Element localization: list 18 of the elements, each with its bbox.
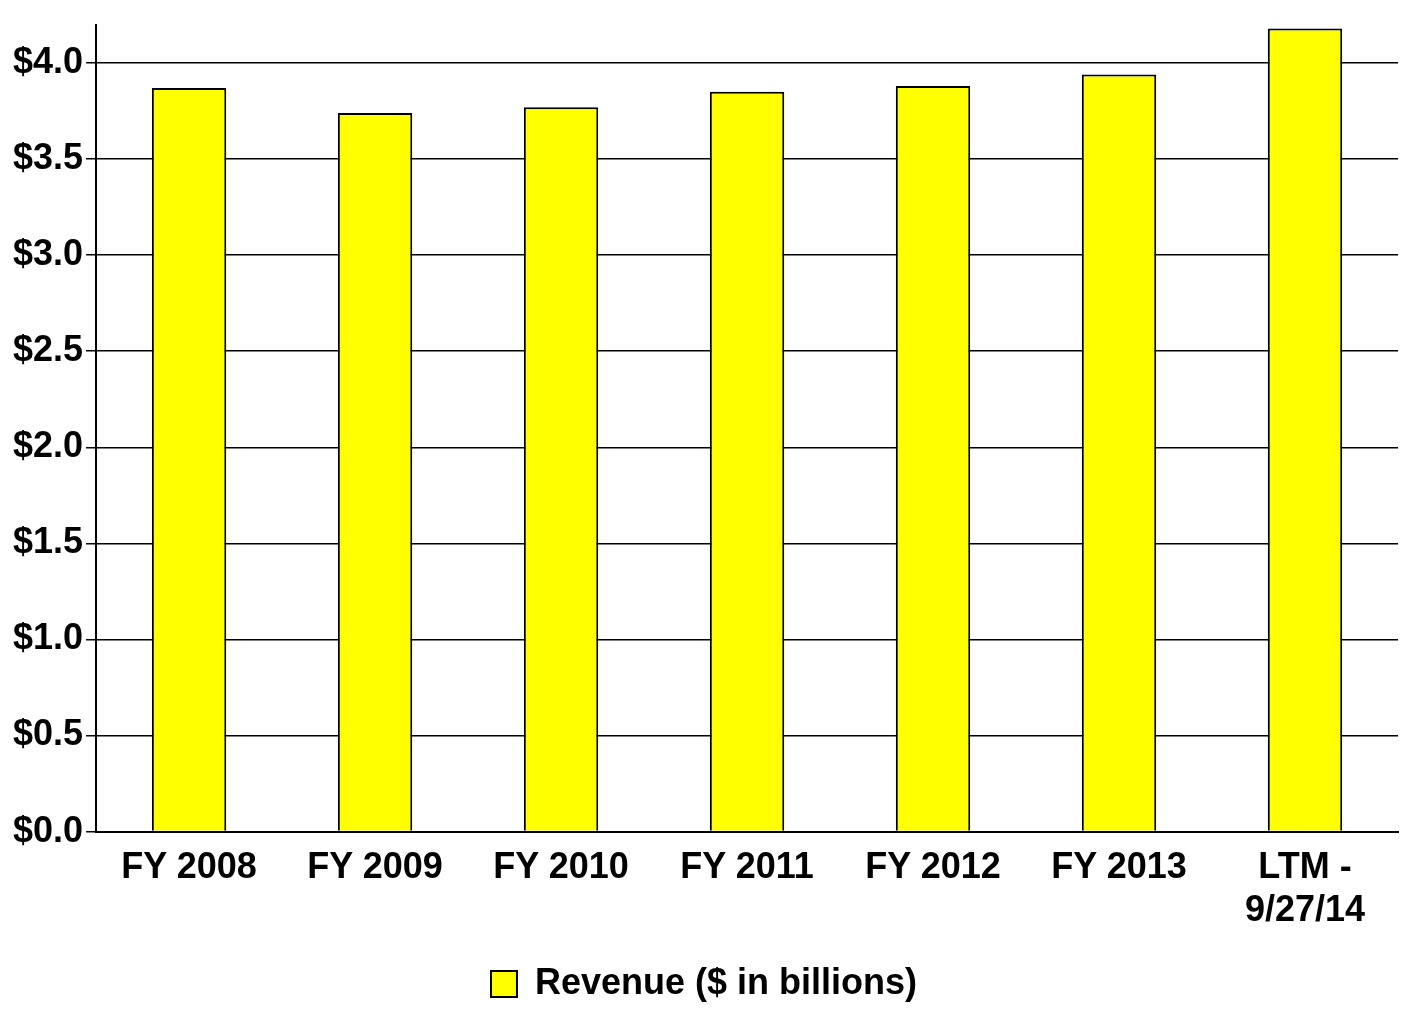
category-label: LTM - <box>1258 845 1352 887</box>
x-tick-label: FY 2010 <box>493 845 629 887</box>
x-tick-label: FY 2009 <box>307 845 443 887</box>
x-tick-label: FY 2012 <box>865 845 1001 887</box>
y-tick-label: $0.5 <box>12 712 84 754</box>
y-tick-label: $4.0 <box>12 39 84 81</box>
x-tick-label: FY 2013 <box>1051 845 1187 887</box>
y-tick-label: $3.0 <box>12 232 84 274</box>
x-tick-label: FY 2008 <box>121 845 257 887</box>
y-tick-label: $2.5 <box>12 328 84 370</box>
y-tick-label: $1.5 <box>12 520 84 562</box>
category-label: 9/27/14 <box>1244 888 1366 930</box>
legend-label: Revenue ($ in billions) <box>534 960 918 1002</box>
y-tick-label: $3.5 <box>12 136 84 178</box>
y-tick-label: $0.0 <box>12 808 84 850</box>
x-tick-label: FY 2011 <box>680 845 814 887</box>
y-tick-label: $2.0 <box>12 424 84 466</box>
y-tick-label: $1.0 <box>12 616 84 658</box>
